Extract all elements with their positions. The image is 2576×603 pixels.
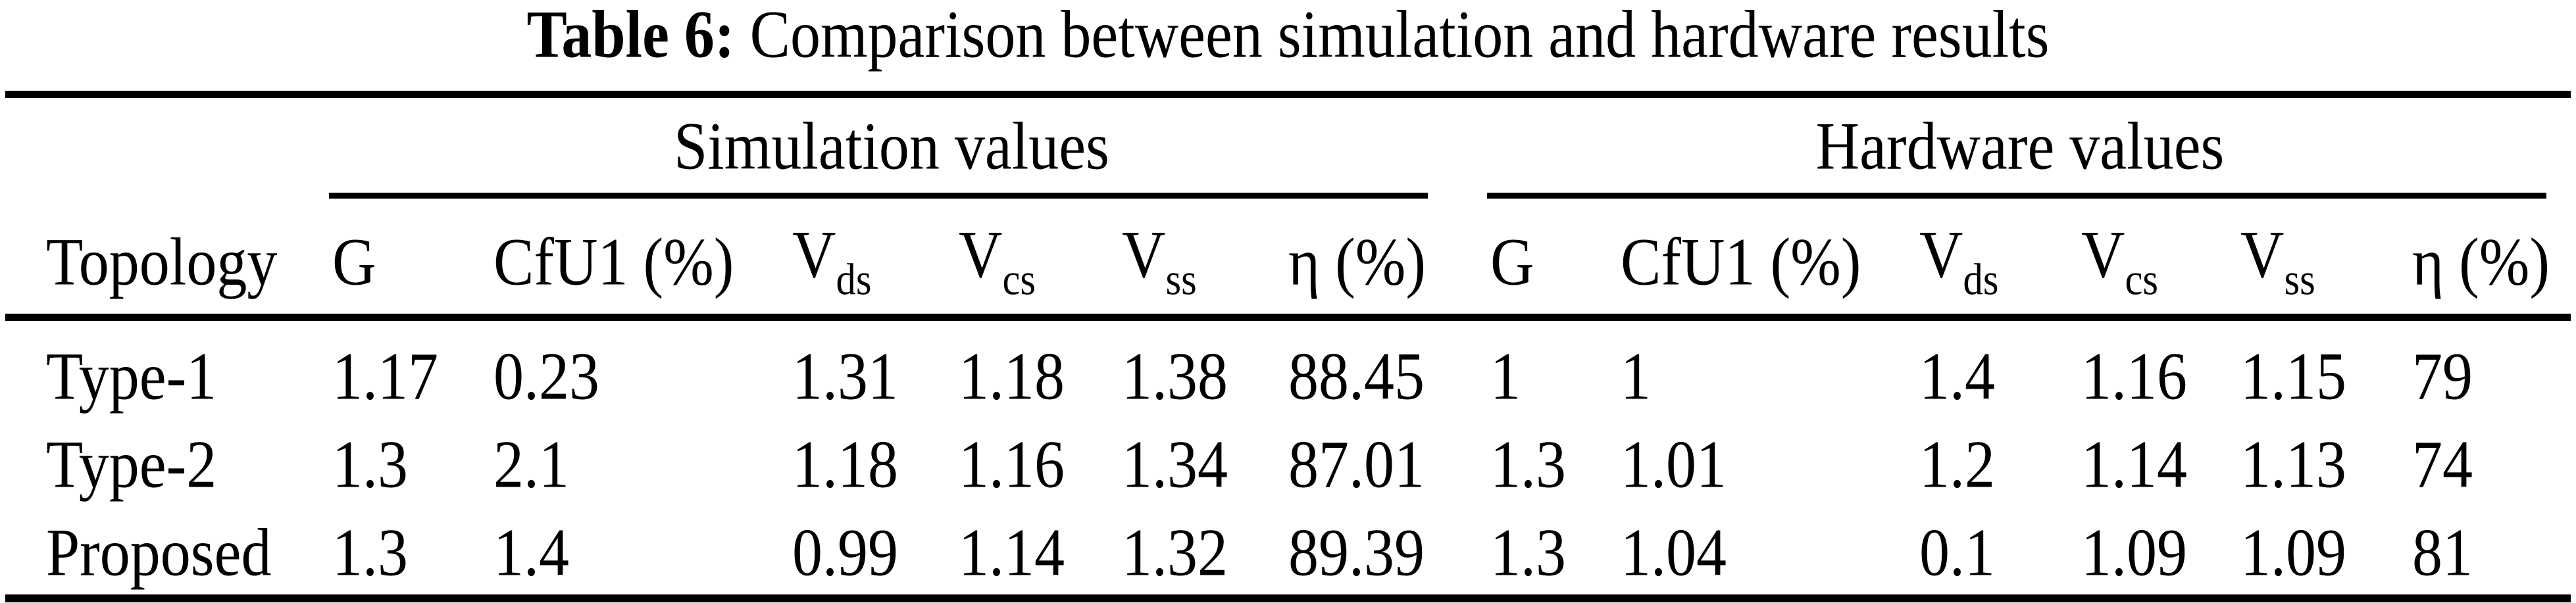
- subscript: cs: [2125, 255, 2159, 305]
- group-separator-rule-hardware: [1487, 193, 2546, 199]
- data-cell: 1.04: [1621, 514, 1727, 591]
- top-rule: [5, 91, 2571, 98]
- row-header-topology: Topology: [46, 224, 278, 300]
- data-cell: 1.4: [493, 514, 569, 591]
- header-rule: [5, 314, 2571, 321]
- data-cell: 87.01: [1288, 426, 1425, 502]
- data-cell: 1.4: [1919, 338, 1995, 414]
- data-cell: 1.2: [1919, 426, 1995, 502]
- subscript: ss: [2284, 255, 2315, 305]
- subscript: ss: [1165, 255, 1197, 305]
- column-header: G: [1490, 224, 1534, 300]
- table-caption-text: Comparison between simulation and hardwa…: [749, 0, 2050, 72]
- data-cell: 0.99: [792, 514, 898, 591]
- group-header-hardware-values: Hardware values: [1815, 108, 2225, 184]
- column-header: CfU1 (%): [1621, 224, 1861, 300]
- column-header: η (%): [1288, 224, 1427, 300]
- column-header: Vcs: [2081, 216, 2159, 305]
- data-cell: 1.14: [959, 514, 1065, 591]
- data-cell: 1.16: [959, 426, 1065, 502]
- table-title: Table 6: Comparison between simulation a…: [0, 0, 2576, 68]
- column-header: Vss: [2240, 216, 2315, 305]
- data-cell: 1.3: [1490, 514, 1566, 591]
- subscript: ds: [836, 255, 872, 305]
- data-cell: 1.3: [1490, 426, 1566, 502]
- data-cell: 1.18: [959, 338, 1065, 414]
- data-cell: 1.01: [1621, 426, 1727, 502]
- data-cell: 1.16: [2081, 338, 2187, 414]
- data-cell: 81: [2412, 514, 2473, 591]
- data-cell: 1: [1490, 338, 1521, 414]
- column-header: G: [332, 224, 376, 300]
- data-cell: 1.3: [332, 426, 408, 502]
- subscript: cs: [1002, 255, 1036, 305]
- column-header: Vcs: [959, 216, 1036, 305]
- data-cell: 1.09: [2240, 514, 2346, 591]
- group-header-simulation-values: Simulation values: [674, 108, 1109, 184]
- bottom-rule: [5, 594, 2571, 602]
- group-separator-rule-simulation: [329, 193, 1428, 199]
- data-cell: 1: [1621, 338, 1651, 414]
- column-header: Vds: [792, 216, 872, 305]
- data-cell: 1.14: [2081, 426, 2187, 502]
- data-cell: 1.34: [1122, 426, 1228, 502]
- data-cell: 1.38: [1122, 338, 1228, 414]
- table-number-label: Table 6:: [526, 0, 735, 72]
- data-cell: 1.32: [1122, 514, 1228, 591]
- column-header: η (%): [2412, 224, 2550, 300]
- data-cell: 1.13: [2240, 426, 2346, 502]
- column-header: Vds: [1919, 216, 1999, 305]
- data-cell: 1.17: [332, 338, 438, 414]
- row-label-type-1: Type-1: [46, 338, 217, 414]
- data-cell: 1.3: [332, 514, 408, 591]
- data-cell: 0.1: [1919, 514, 1995, 591]
- row-label-type-2: Type-2: [46, 426, 217, 502]
- column-header: Vss: [1122, 216, 1197, 305]
- data-cell: 1.31: [792, 338, 898, 414]
- data-cell: 0.23: [493, 338, 599, 414]
- data-cell: 74: [2412, 426, 2473, 502]
- column-header: CfU1 (%): [493, 224, 734, 300]
- data-cell: 2.1: [493, 426, 569, 502]
- subscript: ds: [1963, 255, 1999, 305]
- data-cell: 89.39: [1288, 514, 1425, 591]
- data-cell: 88.45: [1288, 338, 1425, 414]
- data-cell: 1.18: [792, 426, 898, 502]
- row-label-proposed: Proposed: [46, 514, 272, 591]
- data-cell: 79: [2412, 338, 2473, 414]
- data-cell: 1.09: [2081, 514, 2187, 591]
- data-cell: 1.15: [2240, 338, 2346, 414]
